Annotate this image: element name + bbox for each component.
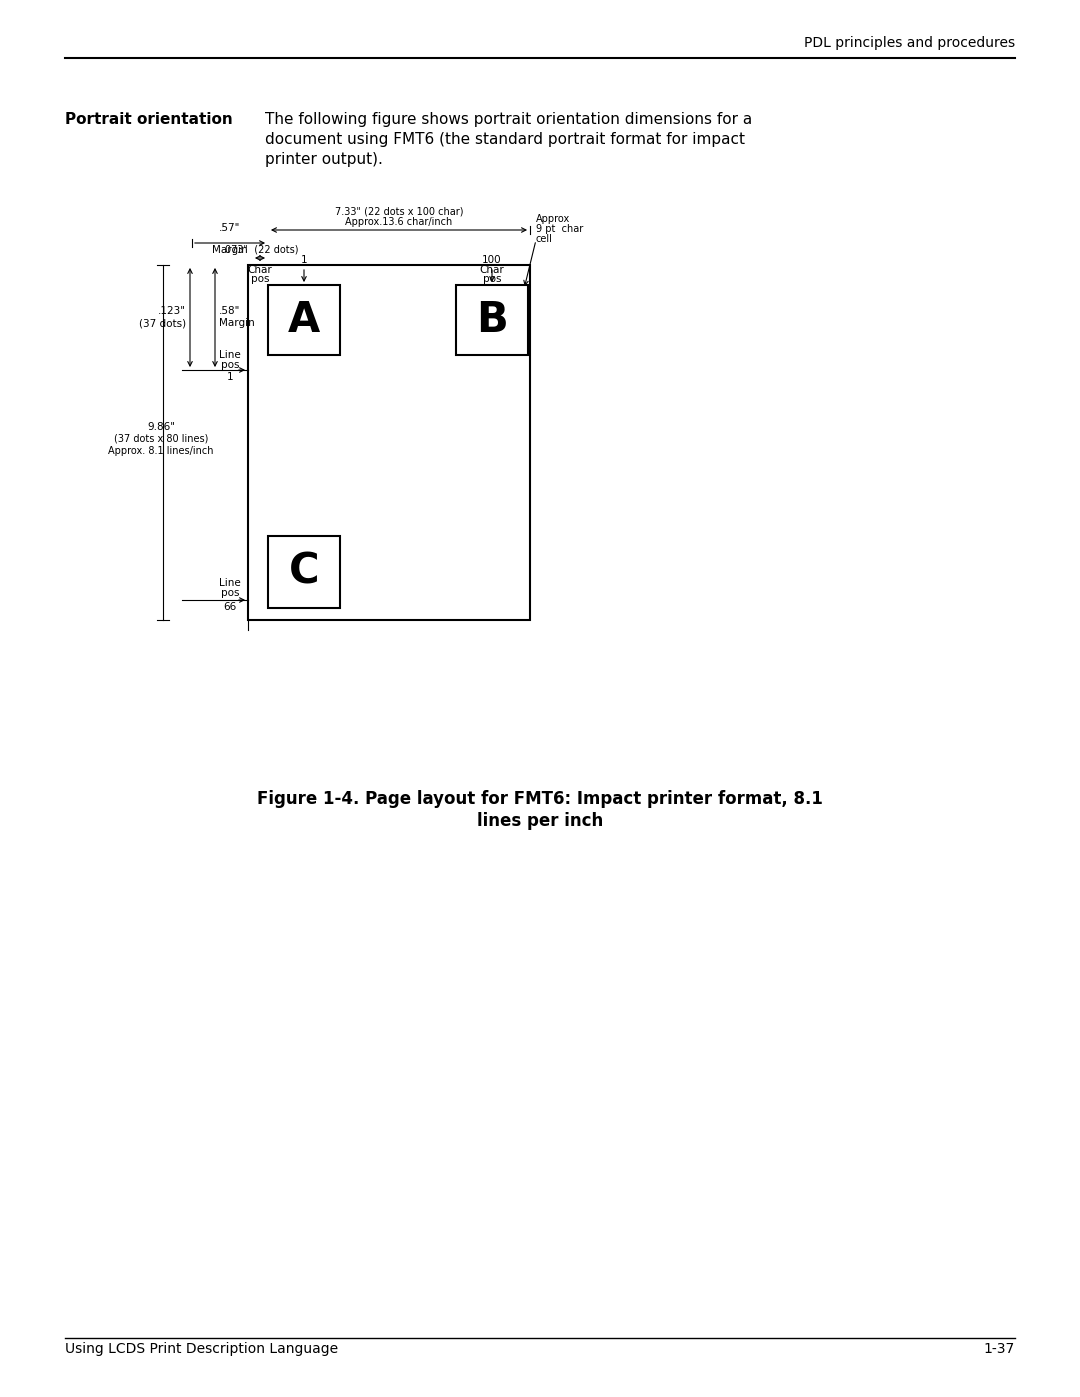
Text: B: B [476,299,508,341]
Bar [268,285,340,355]
Text: The following figure shows portrait orientation dimensions for a: The following figure shows portrait orie… [265,112,753,127]
Text: lines per inch: lines per inch [477,812,603,830]
Text: Portrait orientation: Portrait orientation [65,112,233,127]
Text: 7.33" (22 dots x 100 char): 7.33" (22 dots x 100 char) [335,207,463,217]
Text: Approx. 8.1 lines/inch: Approx. 8.1 lines/inch [108,446,214,455]
Text: 1-37: 1-37 [984,1343,1015,1356]
Text: C: C [288,550,320,592]
Text: Char: Char [480,265,504,275]
Text: 1: 1 [227,372,233,381]
Text: .073"  (22 dots): .073" (22 dots) [221,244,298,256]
Text: 1: 1 [300,256,308,265]
Bar [268,536,340,608]
Text: (37 dots x 80 lines): (37 dots x 80 lines) [113,433,208,443]
Text: .123": .123" [158,306,186,317]
Text: Margin: Margin [212,244,248,256]
Bar [248,265,530,620]
Text: printer output).: printer output). [265,152,383,168]
Text: A: A [288,299,320,341]
Text: (37 dots): (37 dots) [139,319,186,328]
Text: pos: pos [483,274,501,284]
Text: cell: cell [536,235,553,244]
Text: Line: Line [219,351,241,360]
Text: Char: Char [247,265,272,275]
Bar [456,285,528,355]
Text: 100: 100 [482,256,502,265]
Text: 9.86": 9.86" [147,422,175,432]
Text: Approx: Approx [536,214,570,224]
Text: 66: 66 [224,602,237,612]
Text: .57": .57" [219,224,241,233]
Text: pos: pos [220,360,240,370]
Text: 9 pt  char: 9 pt char [536,224,583,235]
Text: Using LCDS Print Description Language: Using LCDS Print Description Language [65,1343,338,1356]
Text: pos: pos [251,274,269,284]
Text: .58": .58" [219,306,241,317]
Text: Margin: Margin [219,319,255,328]
Text: pos: pos [220,588,240,598]
Text: Approx.13.6 char/inch: Approx.13.6 char/inch [346,217,453,226]
Text: PDL principles and procedures: PDL principles and procedures [804,36,1015,50]
Text: Figure 1-4. Page layout for FMT6: Impact printer format, 8.1: Figure 1-4. Page layout for FMT6: Impact… [257,789,823,807]
Text: document using FMT6 (the standard portrait format for impact: document using FMT6 (the standard portra… [265,131,745,147]
Text: Line: Line [219,578,241,588]
